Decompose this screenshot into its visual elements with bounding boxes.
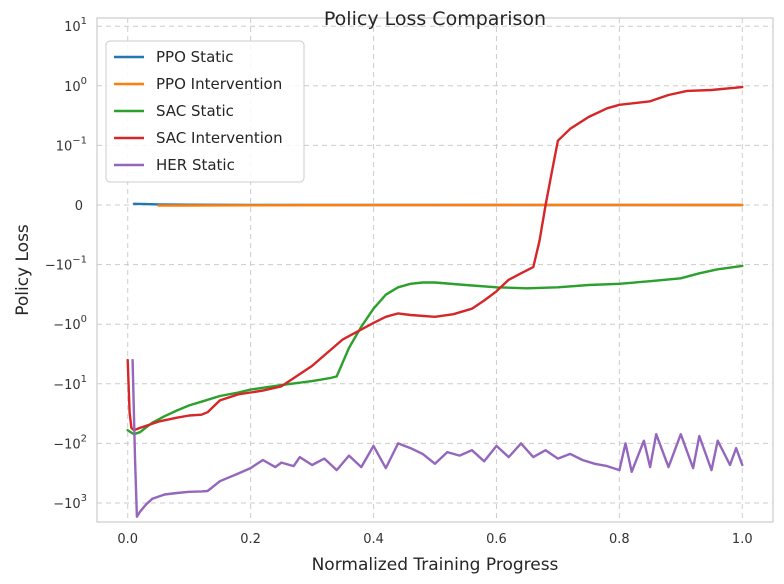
legend: PPO Static PPO Intervention SAC Static SAC … (105, 40, 305, 183)
x-tick-label: 0.4 (363, 532, 384, 547)
y-axis-label: Policy Loss (13, 224, 33, 316)
series-line-sac-static (126, 264, 744, 436)
y-tick-label: −100 (53, 314, 87, 333)
y-tick-label: −102 (53, 433, 87, 452)
y-tick-label: 10−1 (56, 135, 87, 154)
legend-box (105, 40, 305, 183)
x-tick-label: 1.0 (732, 532, 753, 547)
legend-label-ppo-static: PPO Static (156, 48, 234, 66)
x-tick-label: 0.2 (240, 532, 261, 547)
legend-label-her-static: HER Static (156, 156, 235, 174)
legend-label-sac-intervention: SAC Intervention (156, 129, 283, 147)
x-tick-label: 0.0 (117, 532, 138, 547)
y-tick-label: 0 (75, 199, 83, 214)
y-tick-label: 100 (64, 76, 87, 95)
x-axis-label: Normalized Training Progress (312, 555, 559, 575)
x-tick-label: 0.6 (486, 532, 507, 547)
plot-frame (96, 17, 774, 523)
legend-label-ppo-intervention: PPO Intervention (156, 75, 282, 93)
series-line-sac-intervention (126, 85, 744, 432)
x-tick-label: 0.8 (609, 532, 630, 547)
chart-title: Policy Loss Comparison (324, 8, 546, 30)
series-line-her-static (131, 358, 744, 518)
y-tick-label: −10−1 (45, 255, 87, 274)
x-tick-labels: 0.0 0.2 0.4 0.6 0.8 1.0 (117, 532, 752, 547)
y-tick-labels: 101 100 10−1 0 −10−1 −100 −101 −102 −103 (45, 16, 87, 512)
y-tick-label: −101 (53, 374, 87, 393)
series-lines (126, 85, 744, 518)
y-tick-label: 101 (64, 16, 87, 35)
series-line-ppo-intervention (157, 203, 744, 207)
y-tick-label: −103 (53, 493, 87, 512)
legend-label-sac-static: SAC Static (156, 102, 234, 120)
